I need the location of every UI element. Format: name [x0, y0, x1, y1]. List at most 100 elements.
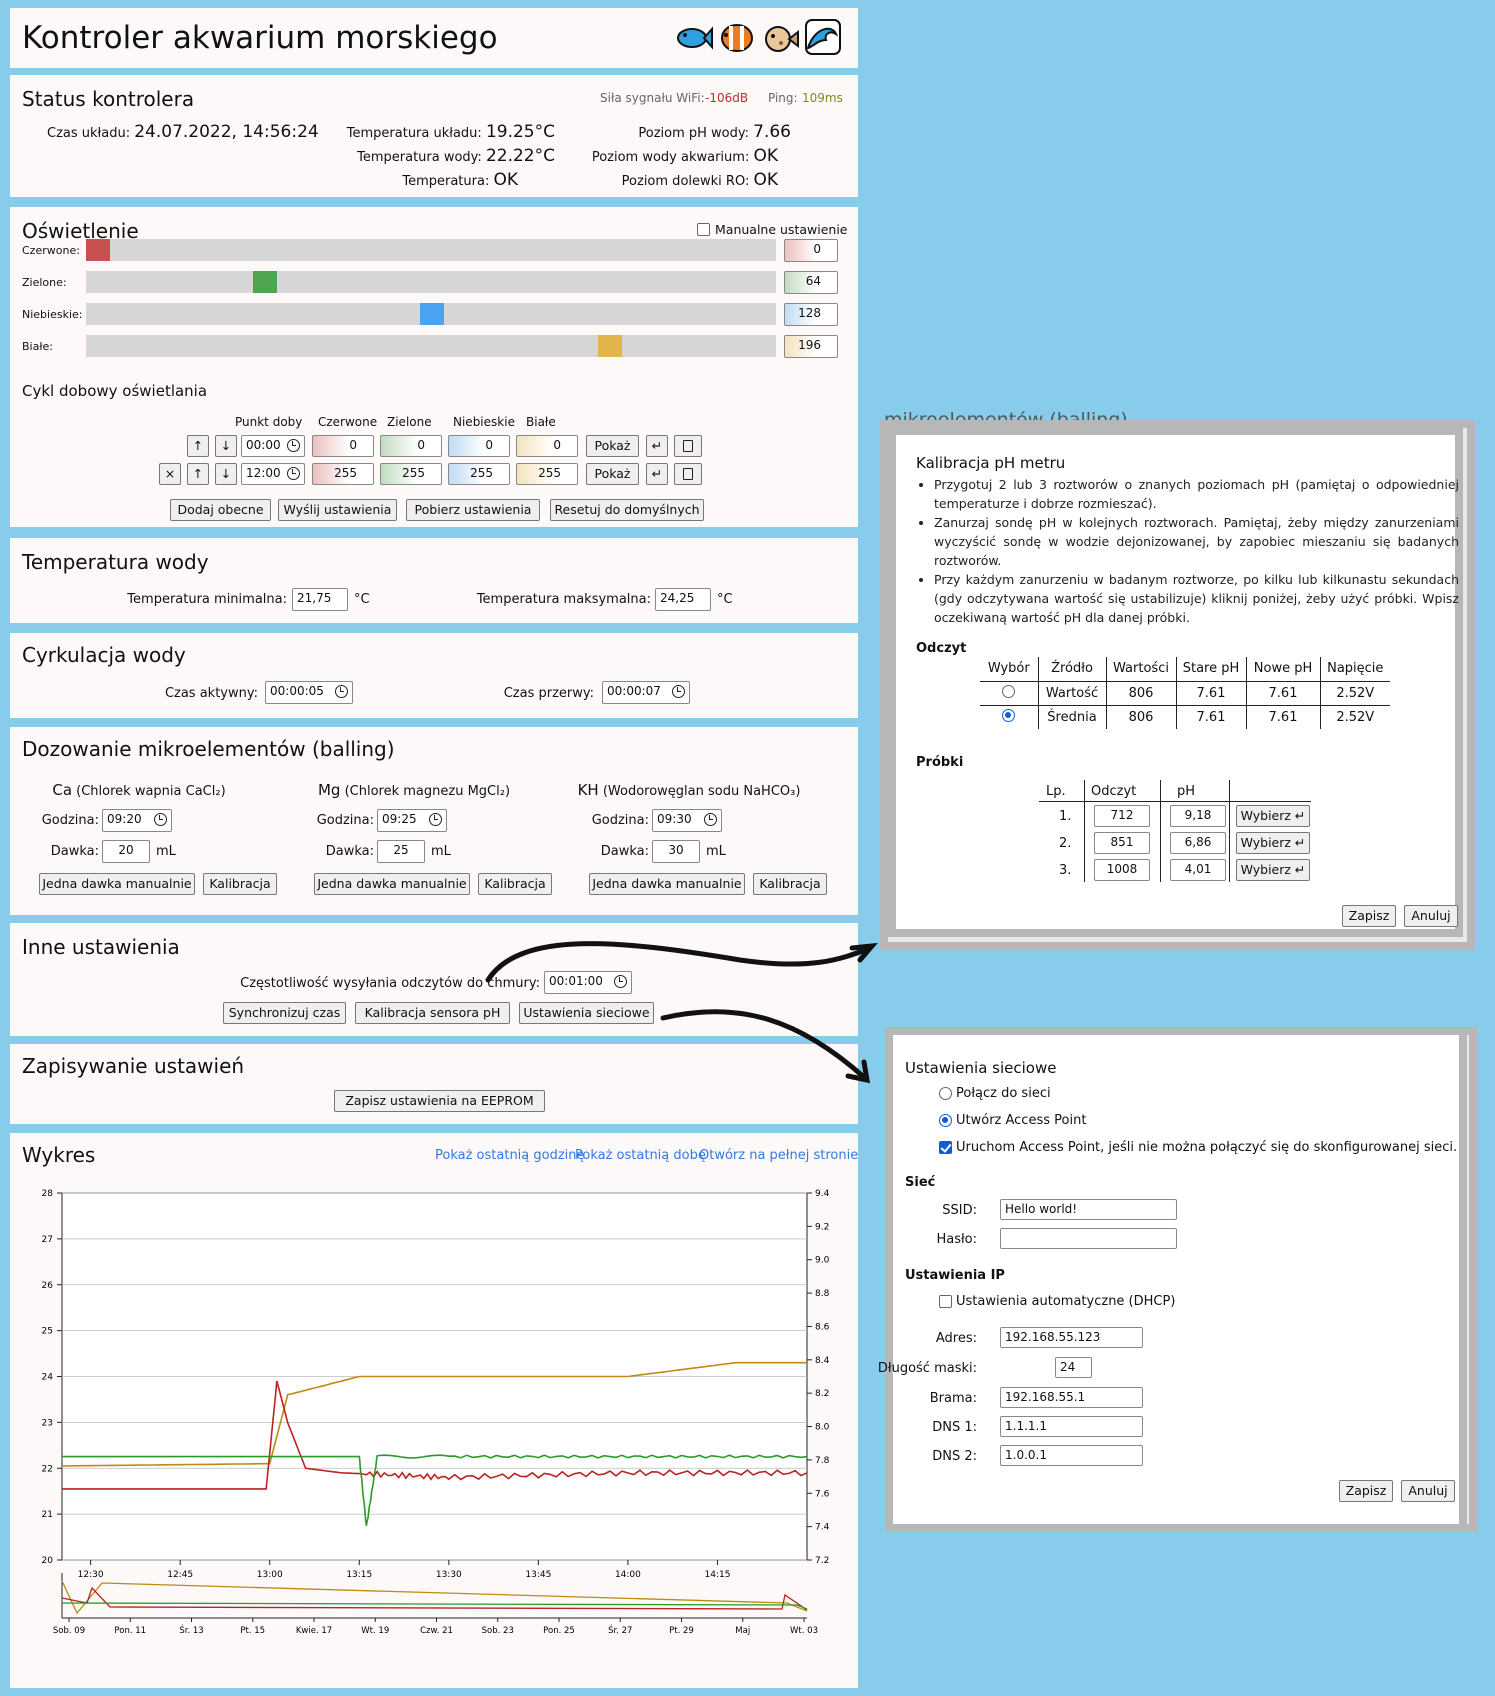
dns2-input[interactable]: 1.0.0.1 [1000, 1445, 1143, 1466]
dose-hour-input[interactable]: 09:30 [652, 809, 722, 832]
cycle-time-input[interactable]: 00:00 [241, 435, 305, 457]
clipboard-icon[interactable] [674, 435, 702, 457]
sample-reading-input[interactable]: 851 [1094, 832, 1150, 854]
save-eeprom-button[interactable]: Zapisz ustawienia na EEPROM [334, 1090, 545, 1112]
slider-thumb[interactable] [86, 239, 110, 261]
active-time-input[interactable]: 00:00:05 [265, 681, 353, 704]
overview-series [61, 1580, 808, 1615]
cycle-value-input[interactable]: 0 [312, 435, 374, 457]
channel-value-input[interactable]: 128 [784, 303, 838, 326]
address-input[interactable]: 192.168.55.123 [1000, 1327, 1143, 1348]
net-save-button[interactable]: Zapisz [1339, 1480, 1393, 1502]
slider-thumb[interactable] [253, 271, 278, 293]
cycle-value-input[interactable]: 0 [516, 435, 578, 457]
freq-input[interactable]: 00:01:00 [544, 971, 632, 994]
choose-sample-button[interactable]: Wybierz ↵ [1236, 832, 1310, 854]
ph-save-button[interactable]: Zapisz [1342, 905, 1396, 927]
channel-value-input[interactable]: 196 [784, 335, 838, 358]
temp-max-input[interactable]: 24,25 [655, 588, 711, 611]
cycle-time-input[interactable]: 12:00 [241, 463, 305, 485]
remove-row-button[interactable]: × [159, 463, 181, 485]
reading-radio[interactable] [1002, 684, 1016, 698]
move-down-button[interactable]: ↓ [215, 463, 237, 485]
slider-thumb[interactable] [420, 303, 445, 325]
add-current-button[interactable]: Dodaj obecne [170, 499, 271, 521]
cycle-value-input[interactable]: 0 [380, 435, 442, 457]
manual-dose-button[interactable]: Jedna dawka manualnie [314, 873, 470, 895]
channel-slider[interactable] [86, 303, 776, 325]
dose-input[interactable]: 30 [652, 840, 700, 863]
channel-value-input[interactable]: 0 [784, 239, 838, 262]
net-section-title: Sieć [905, 1175, 936, 1190]
choose-sample-button[interactable]: Wybierz ↵ [1236, 805, 1310, 827]
choose-sample-button[interactable]: Wybierz ↵ [1236, 859, 1310, 881]
dose-input[interactable]: 25 [377, 840, 425, 863]
cycle-value-input[interactable]: 255 [312, 463, 374, 485]
dose-hour-input[interactable]: 09:20 [102, 809, 172, 832]
cycle-col-header: Zielone [387, 415, 432, 429]
channel-value-input[interactable]: 64 [784, 271, 838, 294]
ph-cancel-button[interactable]: Anuluj [1404, 905, 1458, 927]
dose-label: Dawka: [325, 844, 374, 859]
gateway-input[interactable]: 192.168.55.1 [1000, 1387, 1143, 1408]
ssid-input[interactable]: Hello world! [1000, 1199, 1177, 1220]
fullpage-link[interactable]: Otwórz na pełnej stronie [699, 1148, 859, 1163]
reading-row[interactable]: Wartość 806 7.61 7.61 2.52V [980, 681, 1390, 705]
manual-dose-button[interactable]: Jedna dawka manualnie [589, 873, 745, 895]
manual-checkbox[interactable] [697, 223, 710, 236]
dhcp-checkbox[interactable] [939, 1295, 952, 1308]
dose-calibration-button[interactable]: Kalibracja [753, 873, 827, 895]
fetch-settings-button[interactable]: Pobierz ustawienia [406, 499, 540, 521]
cycle-value-input[interactable]: 255 [380, 463, 442, 485]
slider-thumb[interactable] [597, 335, 622, 357]
show-button[interactable]: Pokaż [586, 463, 639, 485]
manual-dose-button[interactable]: Jedna dawka manualnie [39, 873, 195, 895]
ph-calibration-button[interactable]: Kalibracja sensora pH [355, 1002, 510, 1024]
channel-slider[interactable] [86, 335, 776, 357]
move-up-button[interactable]: ↑ [187, 463, 209, 485]
reading-radio[interactable] [1002, 708, 1016, 722]
last-hour-link[interactable]: Pokaż ostatnią godzinę [435, 1148, 585, 1163]
clipboard-icon[interactable] [674, 463, 702, 485]
network-settings-button[interactable]: Ustawienia sieciowe [519, 1002, 654, 1024]
sync-time-button[interactable]: Synchronizuj czas [223, 1002, 346, 1024]
send-settings-button[interactable]: Wyślij ustawienia [278, 499, 397, 521]
move-up-button[interactable]: ↑ [187, 435, 209, 457]
active-time-label: Czas aktywny: [164, 686, 258, 701]
sample-reading-input[interactable]: 712 [1094, 805, 1150, 827]
temp-min-input[interactable]: 21,75 [292, 588, 348, 611]
cycle-value-input[interactable]: 0 [448, 435, 510, 457]
cycle-value-input[interactable]: 255 [448, 463, 510, 485]
apply-button[interactable]: ↵ [646, 463, 668, 485]
sample-reading-input[interactable]: 1008 [1094, 859, 1150, 881]
net-cancel-button[interactable]: Anuluj [1401, 1480, 1455, 1502]
channel-slider[interactable] [86, 239, 776, 261]
dose-hour-input[interactable]: 09:25 [377, 809, 447, 832]
access-point-radio[interactable] [939, 1114, 952, 1127]
reset-defaults-button[interactable]: Resetuj do domyślnych [550, 499, 704, 521]
y-left-tick-label: 25 [42, 1327, 53, 1337]
channel-slider[interactable] [86, 271, 776, 293]
dns1-input[interactable]: 1.1.1.1 [1000, 1416, 1143, 1437]
dose-calibration-button[interactable]: Kalibracja [203, 873, 277, 895]
reading-row[interactable]: Średnia 806 7.61 7.61 2.52V [980, 705, 1390, 729]
pause-time-input[interactable]: 00:00:07 [602, 681, 690, 704]
sample-ph-input[interactable]: 6,86 [1170, 832, 1226, 854]
overview-tick-label: Pon. 25 [543, 1626, 575, 1636]
last-day-link[interactable]: Pokaż ostatnią dobę [575, 1148, 706, 1163]
show-button[interactable]: Pokaż [586, 435, 639, 457]
dose-input[interactable]: 20 [102, 840, 150, 863]
dose-calibration-button[interactable]: Kalibracja [478, 873, 552, 895]
mask-input[interactable]: 24 [1055, 1357, 1092, 1378]
sample-ph-input[interactable]: 9,18 [1170, 805, 1226, 827]
connect-radio[interactable] [939, 1087, 952, 1100]
sample-ph-input[interactable]: 4,01 [1170, 859, 1226, 881]
cycle-value-input[interactable]: 255 [516, 463, 578, 485]
sample-number: 3. [1059, 863, 1072, 878]
password-input[interactable] [1000, 1228, 1177, 1249]
fallback-checkbox[interactable] [939, 1141, 952, 1154]
move-down-button[interactable]: ↓ [215, 435, 237, 457]
dose-unit: mL [431, 844, 451, 859]
apply-button[interactable]: ↵ [646, 435, 668, 457]
fallback-label: Uruchom Access Point, jeśli nie można po… [956, 1140, 1458, 1155]
